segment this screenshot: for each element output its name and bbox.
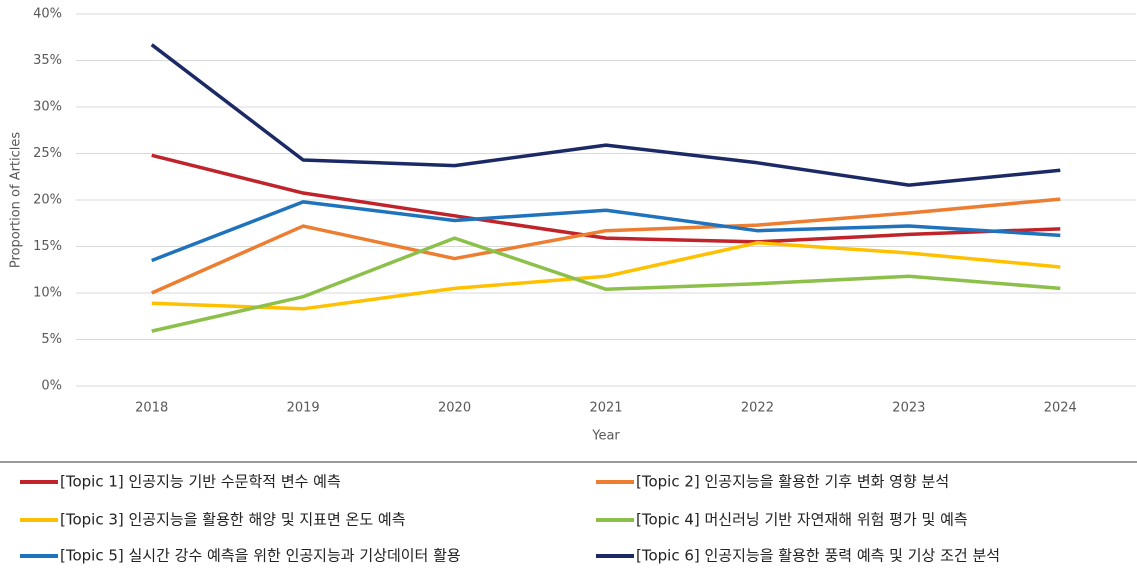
series-line	[151, 236, 1061, 333]
y-tick-label: 5%	[41, 332, 62, 347]
legend-label: [Topic 5] 실시간 강수 예측을 위한 인공지능과 기상데이터 활용	[60, 547, 461, 565]
y-tick-label: 25%	[33, 146, 62, 161]
x-tick-label: 2018	[135, 401, 168, 416]
series-line	[151, 153, 1061, 244]
series-line	[151, 197, 1061, 295]
y-tick-label: 0%	[41, 379, 62, 394]
y-tick-label: 30%	[33, 100, 62, 115]
legend: [Topic 1] 인공지능 기반 수문학적 변수 예측 [Topic 2] 인공…	[20, 473, 1000, 565]
legend-label: [Topic 6] 인공지능을 활용한 풍력 예측 및 기상 조건 분석	[636, 547, 1000, 565]
legend-label: [Topic 4] 머신러닝 기반 자연재해 위험 평가 및 예측	[636, 511, 968, 529]
x-tick-label: 2022	[741, 401, 774, 416]
legend-label: [Topic 2] 인공지능을 활용한 기후 변화 영향 분석	[636, 473, 949, 491]
x-tick-label: 2023	[892, 401, 925, 416]
x-tick-label: 2021	[589, 401, 622, 416]
x-axis-label: Year	[591, 429, 620, 444]
series-line	[151, 241, 1061, 311]
y-tick-label: 20%	[33, 193, 62, 208]
x-tick-label: 2019	[287, 401, 320, 416]
y-tick-label: 15%	[33, 239, 62, 254]
x-tick-label: 2020	[438, 401, 471, 416]
legend-label: [Topic 3] 인공지능을 활용한 해양 및 지표면 온도 예측	[60, 511, 406, 529]
y-tick-label: 10%	[33, 286, 62, 301]
series-line	[151, 200, 1061, 263]
series-line	[150, 43, 1061, 187]
y-tick-label: 40%	[33, 7, 62, 22]
y-axis-label: Proportion of Articles	[9, 132, 24, 269]
legend-label: [Topic 1] 인공지능 기반 수문학적 변수 예측	[60, 473, 341, 491]
x-tick-label: 2024	[1044, 401, 1077, 416]
y-tick-label: 35%	[33, 53, 62, 68]
